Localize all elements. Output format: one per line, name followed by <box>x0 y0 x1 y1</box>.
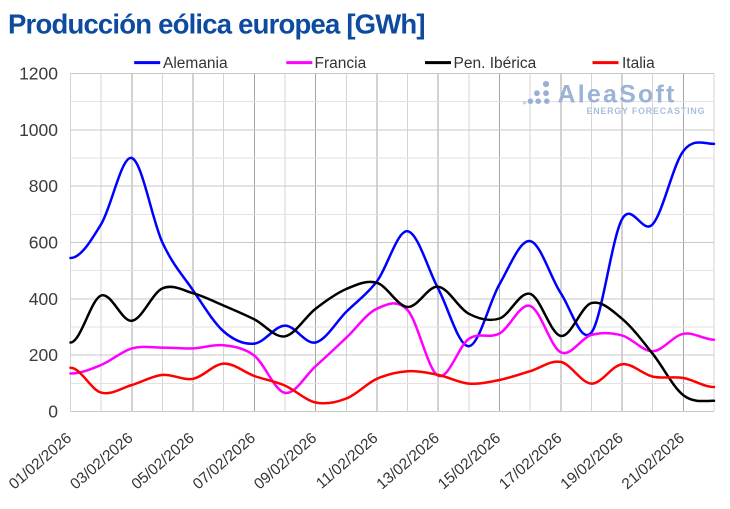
svg-text:Francia: Francia <box>315 55 367 72</box>
svg-text:Italia: Italia <box>622 55 655 72</box>
svg-text:600: 600 <box>29 233 58 253</box>
svg-text:Alemania: Alemania <box>163 55 228 72</box>
svg-text:ENERGY FORECASTING: ENERGY FORECASTING <box>587 106 706 116</box>
svg-text:AleaSoft: AleaSoft <box>558 81 677 109</box>
svg-text:0: 0 <box>48 402 58 422</box>
svg-text:Producción eólica europea [GWh: Producción eólica europea [GWh] <box>8 9 425 40</box>
svg-text:Pen. Ibérica: Pen. Ibérica <box>454 55 537 72</box>
svg-text:1200: 1200 <box>19 64 58 84</box>
svg-text:800: 800 <box>29 176 58 196</box>
svg-text:400: 400 <box>29 289 58 309</box>
svg-text:1000: 1000 <box>19 120 58 140</box>
svg-text:200: 200 <box>29 345 58 365</box>
